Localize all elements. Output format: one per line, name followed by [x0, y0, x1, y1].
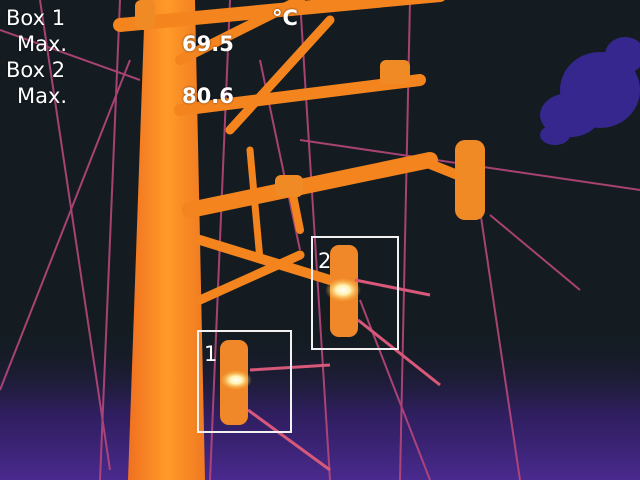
roi-box-1[interactable]: 1: [197, 330, 292, 433]
roi-box-1-label: 1: [204, 342, 218, 366]
temperature-unit: °C: [272, 6, 298, 30]
box-1-max-value: 69.5: [182, 32, 234, 56]
roi-box-2[interactable]: 2: [311, 236, 399, 350]
box-2-max-value: 80.6: [182, 84, 234, 108]
box-1-label: Box 1: [6, 6, 66, 30]
box-2-max-label: Max.: [17, 84, 68, 108]
box-1-max-label: Max.: [17, 32, 68, 56]
tree-foliage: [540, 37, 640, 145]
utility-pole: [128, 0, 205, 480]
box-2-label: Box 2: [6, 58, 66, 82]
fuse-cutout-1: [220, 340, 331, 472]
pole-crossarms: [113, 0, 475, 305]
roi-box-2-label: 2: [318, 249, 332, 273]
upper-insulators: [135, 0, 485, 220]
fuse-cutout-2: [325, 245, 441, 387]
